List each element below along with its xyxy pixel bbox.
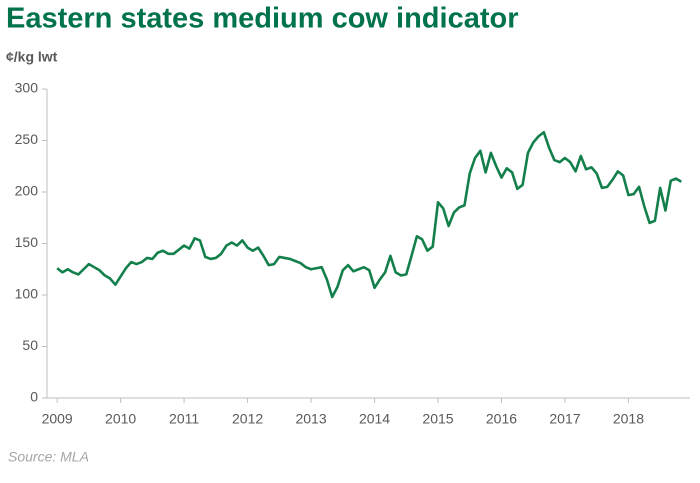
y-tick-label: 0 <box>30 389 38 405</box>
x-tick-label: 2011 <box>169 411 199 427</box>
x-tick-label: 2009 <box>42 411 73 427</box>
x-tick-label: 2013 <box>295 411 326 427</box>
x-tick-label: 2018 <box>613 411 644 427</box>
data-line <box>56 130 682 299</box>
y-axis-label: ¢/kg lwt <box>6 49 58 65</box>
x-tick-label: 2012 <box>232 411 263 427</box>
chart-title: Eastern states medium cow indicator <box>6 3 518 35</box>
y-tick-label: 250 <box>15 131 39 147</box>
x-tick-label: 2016 <box>486 411 517 427</box>
y-tick-label: 150 <box>15 234 39 250</box>
y-tick-label: 200 <box>15 183 39 199</box>
x-tick-label: 2010 <box>105 411 136 427</box>
x-tick-label: 2015 <box>422 411 453 427</box>
source: Source: MLA <box>8 449 89 465</box>
y-tick-label: 50 <box>22 337 38 353</box>
x-tick-label: 2014 <box>359 411 390 427</box>
y-tick-label: 100 <box>15 286 39 302</box>
x-tick-label: 2017 <box>549 411 580 427</box>
y-tick-label: 300 <box>15 80 39 96</box>
